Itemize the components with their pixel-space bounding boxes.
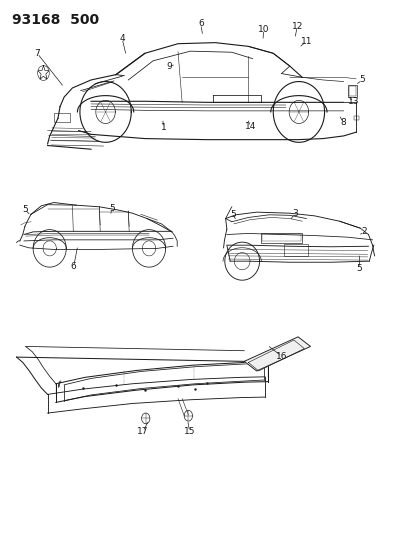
Text: 9: 9 bbox=[166, 62, 172, 71]
Text: 5: 5 bbox=[356, 264, 361, 272]
Bar bbox=[348, 86, 355, 96]
Text: 1: 1 bbox=[160, 124, 166, 132]
Text: 6: 6 bbox=[197, 20, 203, 28]
Text: 11: 11 bbox=[300, 37, 311, 45]
Text: 5: 5 bbox=[109, 205, 115, 213]
Bar bbox=[347, 85, 356, 97]
Text: 5: 5 bbox=[358, 76, 364, 84]
Text: 17: 17 bbox=[137, 427, 148, 436]
Text: 93168  500: 93168 500 bbox=[12, 13, 99, 27]
Bar bbox=[353, 116, 358, 120]
Text: 10: 10 bbox=[257, 25, 269, 34]
Text: 13: 13 bbox=[347, 97, 359, 106]
Text: 16: 16 bbox=[275, 352, 287, 360]
Text: 3: 3 bbox=[291, 209, 297, 217]
Bar bbox=[283, 244, 308, 256]
Bar bbox=[54, 113, 70, 122]
Text: 14: 14 bbox=[244, 123, 256, 131]
Text: 6: 6 bbox=[71, 262, 76, 271]
Polygon shape bbox=[244, 337, 310, 371]
Text: 15: 15 bbox=[183, 427, 195, 436]
Text: 2: 2 bbox=[361, 228, 366, 236]
Bar bbox=[261, 234, 300, 241]
Text: 12: 12 bbox=[291, 22, 302, 31]
Text: 5: 5 bbox=[229, 210, 235, 219]
Text: 5: 5 bbox=[22, 205, 28, 214]
Text: 7: 7 bbox=[34, 49, 40, 58]
Bar bbox=[260, 233, 301, 243]
Text: 4: 4 bbox=[119, 34, 125, 43]
Text: 8: 8 bbox=[340, 118, 346, 127]
